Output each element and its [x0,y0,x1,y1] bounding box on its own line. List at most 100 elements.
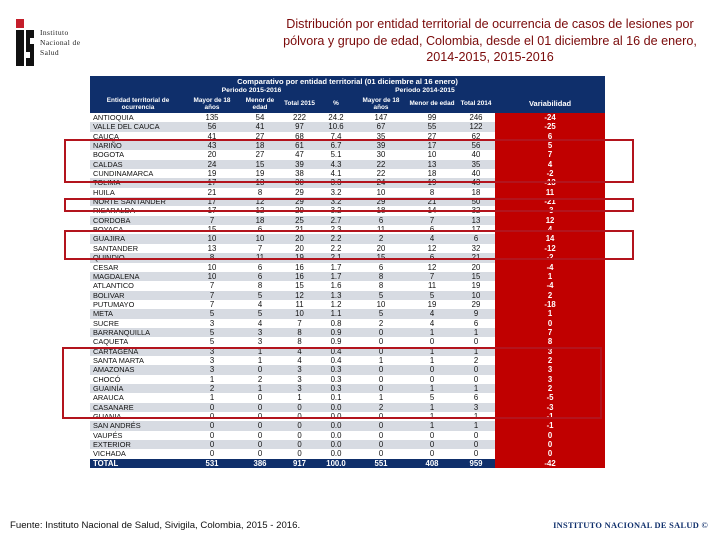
table-row: CALDAS 24 15 39 4.3 22 13 35 4 [90,159,606,170]
cell-variability: -5 [495,393,606,403]
cell-percent: 1.7 [317,262,355,272]
cell-over18-2014: 1 [355,355,407,366]
cell-over18-2014: 0 [355,421,407,431]
cell-total-2014: 29 [457,299,495,310]
cell-total-2014: 1 [457,421,495,431]
cell-variability: 7 [495,327,606,338]
cell-total-2014: 19 [457,281,495,291]
cell-total-2014: 6 [457,393,495,403]
cell-over18-2015: 2 [186,383,238,394]
total-entity: TOTAL [90,458,186,469]
table-row: SUCRE 3 4 7 0.8 2 4 6 0 [90,318,606,328]
cell-minor-2014: 1 [407,355,457,366]
cell-over18-2015: 0 [186,430,238,441]
cell-variability: -25 [495,122,606,132]
cell-minor-2015: 0 [238,440,282,450]
cell-total-2015: 222 [282,113,317,123]
cell-total-2014: 21 [457,253,495,263]
cell-over18-2015: 15 [186,225,238,235]
cell-over18-2014: 0 [355,383,407,394]
cell-total-2015: 8 [282,327,317,338]
table-row: CORDOBA 7 18 25 2.7 6 7 13 12 [90,215,606,226]
cell-total-2015: 0 [282,402,317,412]
cell-over18-2015: 5 [186,327,238,338]
cell-minor-2015: 1 [238,355,282,366]
cell-over18-2015: 135 [186,113,238,123]
cell-variability: 3 [495,346,606,356]
total-minor-2014: 408 [407,458,457,469]
cell-entity: CHOCÓ [90,374,186,384]
cell-total-2014: 0 [457,430,495,441]
cell-percent: 0.0 [317,440,355,450]
col-header-total-2014: Total 2014 [457,95,495,113]
cell-entity: GUAINÍA [90,383,186,394]
cell-percent: 0.9 [317,327,355,338]
total-percent: 100.0 [317,458,355,469]
cell-percent: 0.0 [317,402,355,412]
cell-total-2015: 0 [282,421,317,431]
cell-minor-2015: 1 [238,383,282,394]
table-row: CESAR 10 6 16 1.7 6 12 20 -4 [90,262,606,272]
cell-total-2014: 1 [457,346,495,356]
cell-total-2015: 3 [282,383,317,394]
cell-minor-2015: 6 [238,225,282,235]
cell-over18-2014: 0 [355,374,407,384]
table-row: SANTANDER 13 7 20 2.2 20 12 32 -12 [90,243,606,254]
highlight-box-huila [64,198,634,212]
cell-over18-2015: 13 [186,243,238,254]
cell-minor-2015: 27 [238,131,282,142]
col-header-entity: Entidad territorial de ocurrencia [90,95,186,113]
cell-over18-2014: 6 [355,262,407,272]
cell-variability: 8 [495,337,606,347]
cell-over18-2015: 7 [186,299,238,310]
cell-minor-2014: 7 [407,215,457,226]
table-row: GUAJIRA 10 10 20 2.2 2 4 6 14 [90,234,606,244]
cell-variability: -2 [495,253,606,263]
cell-over18-2014: 29 [355,197,407,207]
cell-over18-2015: 3 [186,346,238,356]
cell-entity: BOYACA [90,225,186,235]
cell-entity: BOGOTA [90,150,186,160]
cell-minor-2014: 6 [407,225,457,235]
cell-minor-2014: 11 [407,281,457,291]
cell-entity: SANTANDER [90,243,186,254]
cell-over18-2015: 0 [186,421,238,431]
cell-total-2014: 0 [457,374,495,384]
cell-total-2014: 0 [457,337,495,347]
cell-over18-2015: 41 [186,131,238,142]
table-row: CAQUETA 5 3 8 0.9 0 0 0 8 [90,337,606,347]
cell-total-2014: 35 [457,159,495,170]
total-over18-2014: 551 [355,458,407,469]
cell-percent: 0.3 [317,365,355,375]
table-row: QUINDIO 8 11 19 2.1 15 6 21 -2 [90,253,606,263]
cell-percent: 24.2 [317,113,355,123]
cell-minor-2014: 10 [407,150,457,160]
cell-minor-2015: 8 [238,281,282,291]
cell-total-2015: 11 [282,299,317,310]
cell-over18-2014: 11 [355,225,407,235]
cell-over18-2015: 7 [186,290,238,300]
cell-variability: -18 [495,299,606,310]
cell-minor-2015: 12 [238,197,282,207]
table-row: BARRANQUILLA 5 3 8 0.9 0 1 1 7 [90,327,606,338]
cell-variability: -21 [495,197,606,207]
cell-percent: 2.1 [317,253,355,263]
cell-total-2014: 246 [457,113,495,123]
highlight-box-cordoba-guajira [64,230,634,260]
cell-percent: 7.4 [317,131,355,142]
cell-total-2015: 21 [282,225,317,235]
cell-over18-2015: 1 [186,393,238,403]
cell-total-2015: 0 [282,430,317,441]
cell-minor-2014: 12 [407,243,457,254]
cell-minor-2014: 1 [407,412,457,422]
table-row: HUILA 21 8 29 3.2 10 8 18 11 [90,187,606,198]
cell-over18-2015: 20 [186,150,238,160]
comparison-table-container: Comparativo por entidad territorial (01 … [90,76,606,506]
table-row: CARTAGENA 3 1 4 0.4 0 1 1 3 [90,346,606,356]
cell-entity: CUNDINAMARCA [90,169,186,179]
cell-percent: 1.1 [317,309,355,319]
cell-entity: NARIÑO [90,141,186,151]
cell-over18-2015: 17 [186,197,238,207]
cell-entity: NORTE SANTANDER [90,197,186,207]
cell-total-2015: 20 [282,234,317,244]
